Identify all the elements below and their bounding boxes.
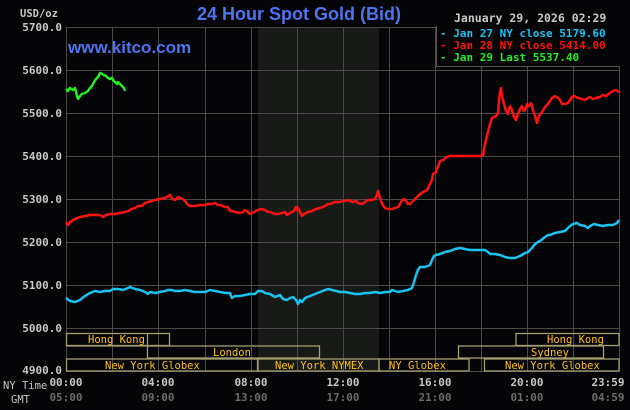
x-tick-ny: 04:00 bbox=[141, 376, 175, 389]
series-jan27-line bbox=[65, 219, 621, 306]
y-tick: 5600.0 bbox=[22, 64, 62, 77]
ny-time-label: NY Time bbox=[3, 380, 48, 392]
x-tick-ny: 16:00 bbox=[418, 376, 452, 389]
legend-label: Jan 29 Last 5537.40 bbox=[453, 51, 580, 64]
y-tick: 5700.0 bbox=[22, 21, 62, 34]
x-tick-gmt: 04:59 bbox=[591, 391, 625, 404]
session-label-ny-globex-2: NY Globex bbox=[389, 360, 446, 372]
y-tick: 5300.0 bbox=[22, 193, 62, 206]
y-tick: 5200.0 bbox=[22, 236, 62, 249]
x-tick-gmt: 05:00 bbox=[49, 391, 83, 404]
kitco-watermark: www.kitco.com bbox=[68, 38, 192, 57]
chart-title: 24 Hour Spot Gold (Bid) bbox=[197, 4, 401, 24]
session-ny-globex-2 bbox=[378, 358, 470, 372]
x-tick-ny: 23:59 bbox=[591, 376, 625, 389]
x-tick-ny: 20:00 bbox=[510, 376, 544, 389]
session-label-hong-kong-2: Hong Kong bbox=[547, 334, 604, 346]
session-label-ny-globex-1: New York Globex bbox=[105, 360, 200, 372]
y-tick: 5500.0 bbox=[22, 107, 62, 120]
series-jan29-line bbox=[65, 71, 127, 101]
x-tick-gmt: 17:00 bbox=[326, 391, 360, 404]
session-label-sydney: Sydney bbox=[531, 347, 569, 359]
x-tick-ny: 08:00 bbox=[234, 376, 268, 389]
x-tick-gmt: 01:00 bbox=[510, 391, 544, 404]
y-axis-unit: USD/oz bbox=[20, 8, 58, 20]
session-label-ny-globex-3: New York Globex bbox=[505, 360, 600, 372]
session-london bbox=[146, 345, 321, 359]
legend-label: Jan 27 NY close 5179.60 bbox=[453, 27, 606, 40]
legend-item-jan28: - Jan 28 NY close 5414.00 bbox=[440, 39, 606, 52]
session-label-london: London bbox=[213, 347, 251, 359]
y-tick: 5000.0 bbox=[22, 322, 62, 335]
session-ny-globex-3 bbox=[483, 358, 620, 372]
session-label-ny-nymex: New York NYMEX bbox=[275, 360, 364, 372]
series-jan28-line bbox=[64, 86, 620, 227]
x-tick-ny: 00:00 bbox=[49, 376, 83, 389]
y-tick: 4900.0 bbox=[22, 364, 62, 377]
y-tick: 5100.0 bbox=[22, 279, 62, 292]
x-tick-ny: 12:00 bbox=[326, 376, 360, 389]
x-tick-gmt: 09:00 bbox=[141, 391, 175, 404]
legend-item-jan29: - Jan 29 Last 5537.40 bbox=[440, 51, 580, 64]
legend-item-jan27: - Jan 27 NY close 5179.60 bbox=[440, 27, 606, 40]
y-tick: 5400.0 bbox=[22, 150, 62, 163]
x-tick-gmt: 13:00 bbox=[234, 391, 268, 404]
x-tick-gmt: 21:00 bbox=[418, 391, 452, 404]
trading-sessions bbox=[65, 332, 620, 372]
legend-label: Jan 28 NY close 5414.00 bbox=[453, 39, 606, 52]
gmt-label: GMT bbox=[11, 394, 30, 406]
chart-datetime: January 29, 2026 02:29 bbox=[454, 11, 607, 25]
session-hong-kong-2 bbox=[515, 332, 620, 347]
session-label-hong-kong-1: Hong Kong bbox=[88, 334, 145, 346]
vertical-gridlines bbox=[66, 27, 620, 371]
chart-legend: - Jan 27 NY close 5179.60 - Jan 28 NY cl… bbox=[436, 26, 620, 67]
